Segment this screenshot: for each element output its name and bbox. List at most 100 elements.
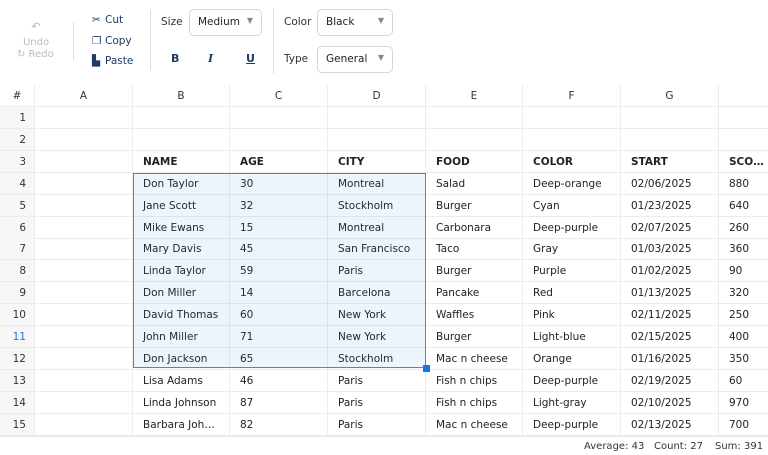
cell[interactable]: Pink <box>523 304 621 327</box>
column-header[interactable]: G <box>621 85 719 107</box>
cell[interactable] <box>523 128 621 151</box>
cell[interactable]: Gray <box>523 238 621 261</box>
cut-button[interactable]: ✂ Cut <box>92 14 124 26</box>
cell[interactable] <box>35 216 133 239</box>
cell[interactable]: Light-blue <box>523 326 621 348</box>
cell[interactable]: New York <box>328 304 426 327</box>
redo-button[interactable]: ↻ Redo <box>17 49 54 60</box>
cell[interactable] <box>35 107 133 129</box>
column-header[interactable]: B <box>133 85 230 107</box>
row-header[interactable]: 12 <box>0 347 35 370</box>
cell[interactable]: Barbara Johnson <box>133 413 230 436</box>
cell[interactable]: San Francisco <box>328 238 426 261</box>
cell[interactable]: 320 <box>719 282 768 305</box>
cell[interactable]: 30 <box>230 172 328 195</box>
bold-button[interactable]: B <box>171 52 180 65</box>
cell[interactable]: New York <box>328 326 426 348</box>
cell[interactable]: Deep-purple <box>523 216 621 239</box>
cell[interactable]: Light-gray <box>523 391 621 414</box>
fill-handle[interactable] <box>423 365 430 372</box>
cell[interactable] <box>35 128 133 151</box>
cell[interactable]: 71 <box>230 326 328 348</box>
cell[interactable]: Linda Johnson <box>133 391 230 414</box>
cell[interactable] <box>133 107 230 129</box>
cell[interactable] <box>621 128 719 151</box>
cell[interactable]: 46 <box>230 369 328 392</box>
cell[interactable]: Fish n chips <box>426 391 523 414</box>
column-header[interactable]: C <box>230 85 328 107</box>
cell[interactable] <box>621 107 719 129</box>
cell[interactable]: 01/23/2025 <box>621 194 719 217</box>
cell[interactable]: Burger <box>426 326 523 348</box>
column-header[interactable]: D <box>328 85 426 107</box>
cell[interactable]: 59 <box>230 260 328 283</box>
cell[interactable]: CITY <box>328 150 426 173</box>
cell[interactable]: Carbonara <box>426 216 523 239</box>
cell[interactable]: 02/19/2025 <box>621 369 719 392</box>
cell[interactable]: 15 <box>230 216 328 239</box>
cell[interactable]: 01/02/2025 <box>621 260 719 283</box>
column-header[interactable]: E <box>426 85 523 107</box>
cell[interactable]: Deep-purple <box>523 413 621 436</box>
cell[interactable]: 14 <box>230 282 328 305</box>
row-header[interactable]: 14 <box>0 391 35 414</box>
cell[interactable]: 87 <box>230 391 328 414</box>
row-header[interactable]: 1 <box>0 107 35 129</box>
cell[interactable] <box>35 369 133 392</box>
row-header[interactable]: 2 <box>0 128 35 151</box>
cell[interactable] <box>426 128 523 151</box>
cell[interactable]: Orange <box>523 347 621 370</box>
underline-button[interactable]: U <box>246 52 255 65</box>
cell[interactable]: Paris <box>328 413 426 436</box>
cell[interactable]: Mac n cheese <box>426 347 523 370</box>
cell[interactable] <box>35 260 133 283</box>
cell[interactable] <box>523 107 621 129</box>
cell[interactable]: Fish n chips <box>426 369 523 392</box>
cell[interactable]: 02/15/2025 <box>621 326 719 348</box>
undo-button[interactable]: ↶ Undo <box>18 20 54 48</box>
cell[interactable]: 65 <box>230 347 328 370</box>
row-header[interactable]: 3 <box>0 150 35 173</box>
cell[interactable]: Paris <box>328 260 426 283</box>
cell[interactable] <box>328 128 426 151</box>
column-header[interactable]: F <box>523 85 621 107</box>
cell[interactable]: Purple <box>523 260 621 283</box>
corner-header[interactable]: # <box>0 85 35 107</box>
cell[interactable]: 02/06/2025 <box>621 172 719 195</box>
cell[interactable]: Mac n cheese <box>426 413 523 436</box>
cell[interactable] <box>35 282 133 305</box>
cell[interactable]: 45 <box>230 238 328 261</box>
cell[interactable]: Stockholm <box>328 194 426 217</box>
row-header[interactable]: 7 <box>0 238 35 261</box>
cell[interactable]: 01/13/2025 <box>621 282 719 305</box>
cell[interactable] <box>35 391 133 414</box>
cell[interactable]: Jane Scott <box>133 194 230 217</box>
cell[interactable]: Montreal <box>328 172 426 195</box>
cell[interactable]: Lisa Adams <box>133 369 230 392</box>
cell[interactable] <box>230 128 328 151</box>
cell[interactable]: Linda Taylor <box>133 260 230 283</box>
cell[interactable]: 400 <box>719 326 768 348</box>
cell[interactable]: Don Taylor <box>133 172 230 195</box>
cell[interactable]: 260 <box>719 217 768 239</box>
cell[interactable]: 60 <box>230 304 328 327</box>
cell[interactable]: Red <box>523 282 621 305</box>
cell[interactable]: Pancake <box>426 282 523 305</box>
italic-button[interactable]: I <box>208 52 214 65</box>
cell[interactable] <box>328 107 426 129</box>
cell[interactable]: John Miller <box>133 326 230 348</box>
cell[interactable]: 82 <box>230 413 328 436</box>
cell[interactable] <box>35 150 133 173</box>
cell[interactable]: Don Miller <box>133 282 230 305</box>
cell[interactable]: Deep-orange <box>523 172 621 195</box>
cell[interactable]: 880 <box>719 173 768 195</box>
cell[interactable]: Don Jackson <box>133 347 230 370</box>
cell[interactable]: SCORE <box>719 151 768 173</box>
cell[interactable]: 700 <box>719 414 768 436</box>
cell[interactable]: 350 <box>719 348 768 370</box>
row-header[interactable]: 13 <box>0 369 35 392</box>
cell[interactable]: FOOD <box>426 150 523 173</box>
cell[interactable]: Barcelona <box>328 282 426 305</box>
cell[interactable] <box>230 107 328 129</box>
column-header[interactable] <box>719 85 768 107</box>
